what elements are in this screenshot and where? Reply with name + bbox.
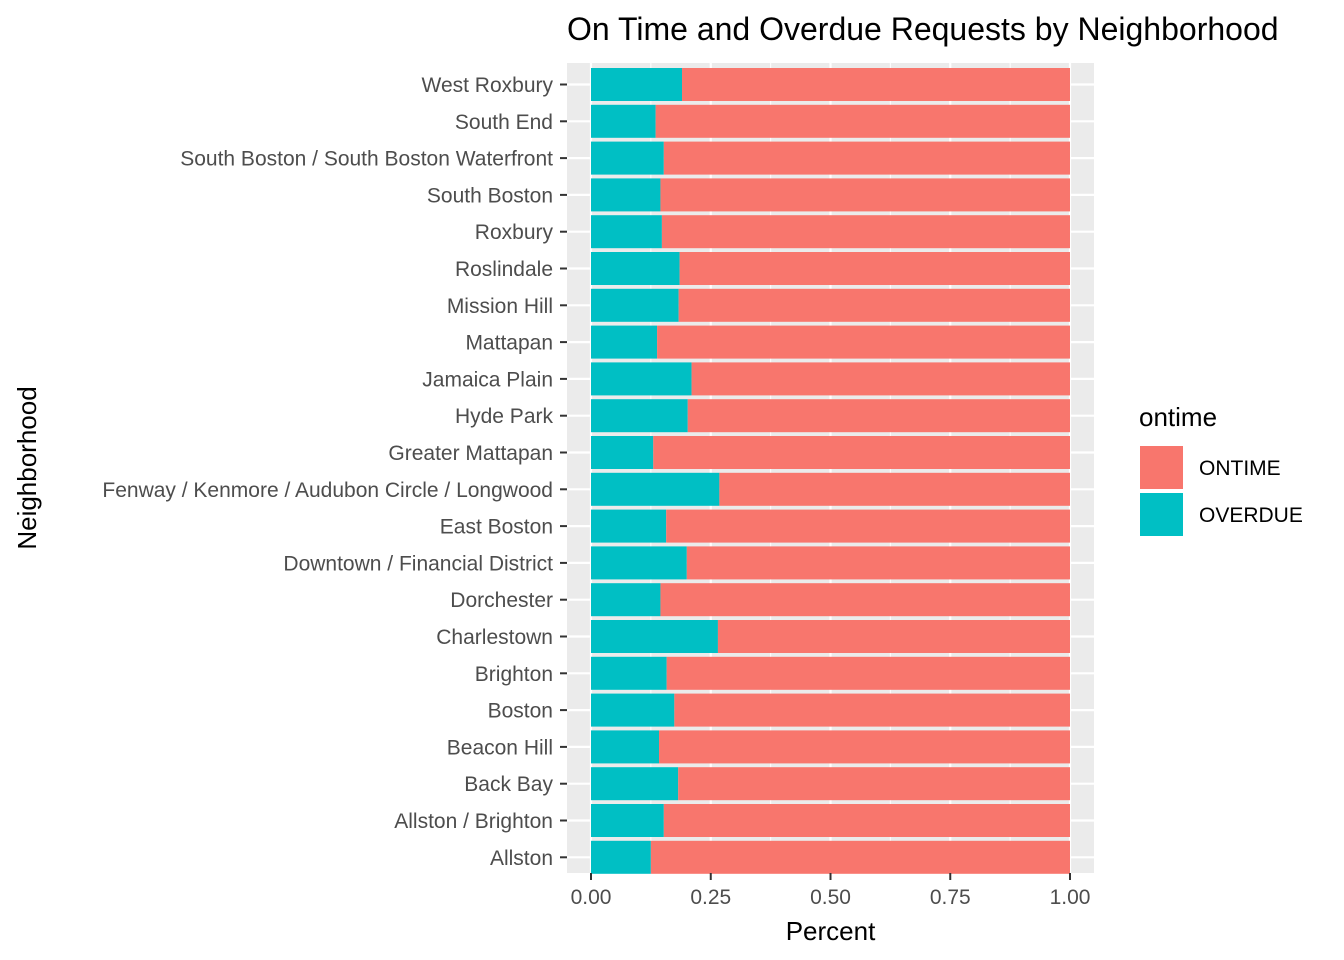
bar-overdue-west-roxbury bbox=[591, 68, 683, 101]
y-tick-label-dorchester: Dorchester bbox=[450, 589, 553, 612]
y-tick-label-jamaica-plain: Jamaica Plain bbox=[422, 368, 553, 391]
x-tick-label: 1.00 bbox=[1050, 886, 1091, 909]
y-tick-label-brighton: Brighton bbox=[475, 663, 553, 686]
bar-ontime-south-boston-south-boston-waterfront bbox=[663, 141, 1070, 175]
y-tick-label-downtown-financial-district: Downtown / Financial District bbox=[283, 552, 553, 575]
bar-ontime-fenway-kenmore-audubon-circle-longwood bbox=[719, 472, 1070, 506]
y-tick-label-roxbury: Roxbury bbox=[475, 221, 554, 244]
bar-overdue-hyde-park bbox=[591, 399, 688, 433]
bar-overdue-south-end bbox=[591, 104, 656, 138]
x-tick-label: 0.75 bbox=[930, 886, 971, 909]
legend: ontime ONTIME OVERDUE bbox=[1138, 402, 1303, 538]
x-axis: 0.00 0.25 0.50 0.75 1.00 bbox=[571, 873, 1091, 909]
legend-label-ontime: ONTIME bbox=[1199, 457, 1281, 480]
y-tick-label-east-boston: East Boston bbox=[440, 516, 553, 539]
bar-overdue-back-bay bbox=[591, 767, 679, 801]
bar-ontime-roxbury bbox=[661, 215, 1070, 249]
y-tick-label-hyde-park: Hyde Park bbox=[455, 405, 554, 428]
bar-ontime-boston bbox=[674, 693, 1070, 727]
y-tick-label-south-boston: South Boston bbox=[427, 184, 553, 207]
bar-overdue-fenway-kenmore-audubon-circle-longwood bbox=[591, 472, 720, 506]
y-tick-label-boston: Boston bbox=[488, 700, 553, 723]
y-tick-label-back-bay: Back Bay bbox=[464, 773, 553, 796]
y-tick-label-west-roxbury: West Roxbury bbox=[422, 74, 554, 97]
bar-overdue-brighton bbox=[591, 656, 667, 690]
bar-ontime-mattapan bbox=[657, 325, 1070, 359]
bar-ontime-east-boston bbox=[666, 509, 1070, 543]
legend-key-overdue bbox=[1138, 491, 1185, 538]
bar-ontime-back-bay bbox=[678, 767, 1070, 801]
bar-overdue-mattapan bbox=[591, 325, 658, 359]
bar-overdue-roslindale bbox=[591, 252, 680, 285]
y-tick-label-south-end: South End bbox=[455, 111, 553, 134]
y-tick-label-beacon-hill: Beacon Hill bbox=[447, 736, 553, 759]
chart-title: On Time and Overdue Requests by Neighbor… bbox=[567, 11, 1279, 47]
bar-ontime-dorchester bbox=[660, 583, 1070, 617]
bar-ontime-south-end bbox=[655, 104, 1070, 138]
y-tick-label-south-boston-south-boston-waterfront: South Boston / South Boston Waterfront bbox=[180, 148, 553, 171]
bar-overdue-downtown-financial-district bbox=[591, 546, 687, 580]
bar-overdue-charlestown bbox=[591, 620, 718, 653]
bar-ontime-south-boston bbox=[660, 178, 1070, 212]
bar-ontime-jamaica-plain bbox=[691, 362, 1070, 396]
bar-overdue-mission-hill bbox=[591, 288, 679, 322]
y-tick-label-charlestown: Charlestown bbox=[436, 626, 553, 649]
y-tick-label-allston: Allston bbox=[490, 847, 553, 870]
y-tick-label-mission-hill: Mission Hill bbox=[447, 295, 553, 318]
bar-overdue-allston-brighton bbox=[591, 804, 664, 837]
bar-ontime-charlestown bbox=[717, 620, 1070, 653]
bars-layer bbox=[591, 68, 1070, 874]
x-tick-label: 0.25 bbox=[690, 886, 731, 909]
bar-overdue-allston bbox=[591, 840, 651, 874]
bar-ontime-greater-mattapan bbox=[653, 436, 1070, 469]
bar-ontime-downtown-financial-district bbox=[686, 546, 1070, 580]
legend-items: ONTIME OVERDUE bbox=[1138, 444, 1303, 538]
bar-overdue-roxbury bbox=[591, 215, 662, 249]
y-tick-label-roslindale: Roslindale bbox=[455, 258, 553, 281]
y-axis: West Roxbury South End South Boston / Sout… bbox=[102, 74, 567, 870]
bar-overdue-dorchester bbox=[591, 583, 661, 617]
bar-ontime-brighton bbox=[666, 656, 1070, 690]
y-tick-label-fenway-kenmore-audubon-circle-longwood: Fenway / Kenmore / Audubon Circle / Long… bbox=[102, 479, 553, 502]
bar-overdue-jamaica-plain bbox=[591, 362, 692, 396]
x-axis-title: Percent bbox=[786, 916, 876, 946]
bar-ontime-roslindale bbox=[679, 252, 1070, 285]
legend-key-ontime bbox=[1138, 444, 1185, 491]
bar-ontime-allston bbox=[650, 840, 1070, 874]
bar-overdue-south-boston bbox=[591, 178, 661, 212]
bar-ontime-allston-brighton bbox=[663, 804, 1070, 837]
y-axis-title: Neighborhood bbox=[12, 386, 42, 549]
legend-title: ontime bbox=[1139, 402, 1217, 432]
x-tick-label: 0.50 bbox=[810, 886, 851, 909]
y-tick-label-greater-mattapan: Greater Mattapan bbox=[388, 442, 553, 465]
bar-overdue-south-boston-south-boston-waterfront bbox=[591, 141, 664, 175]
bar-ontime-hyde-park bbox=[687, 399, 1070, 433]
bar-overdue-east-boston bbox=[591, 509, 667, 543]
bar-overdue-beacon-hill bbox=[591, 730, 660, 764]
bar-ontime-beacon-hill bbox=[659, 730, 1070, 764]
bar-ontime-west-roxbury bbox=[682, 68, 1070, 101]
y-tick-label-mattapan: Mattapan bbox=[465, 332, 553, 355]
bar-ontime-mission-hill bbox=[678, 288, 1070, 322]
bar-overdue-boston bbox=[591, 693, 675, 727]
y-tick-label-allston-brighton: Allston / Brighton bbox=[394, 810, 553, 833]
legend-label-overdue: OVERDUE bbox=[1199, 504, 1303, 527]
x-tick-label: 0.00 bbox=[571, 886, 612, 909]
bar-overdue-greater-mattapan bbox=[591, 436, 654, 469]
